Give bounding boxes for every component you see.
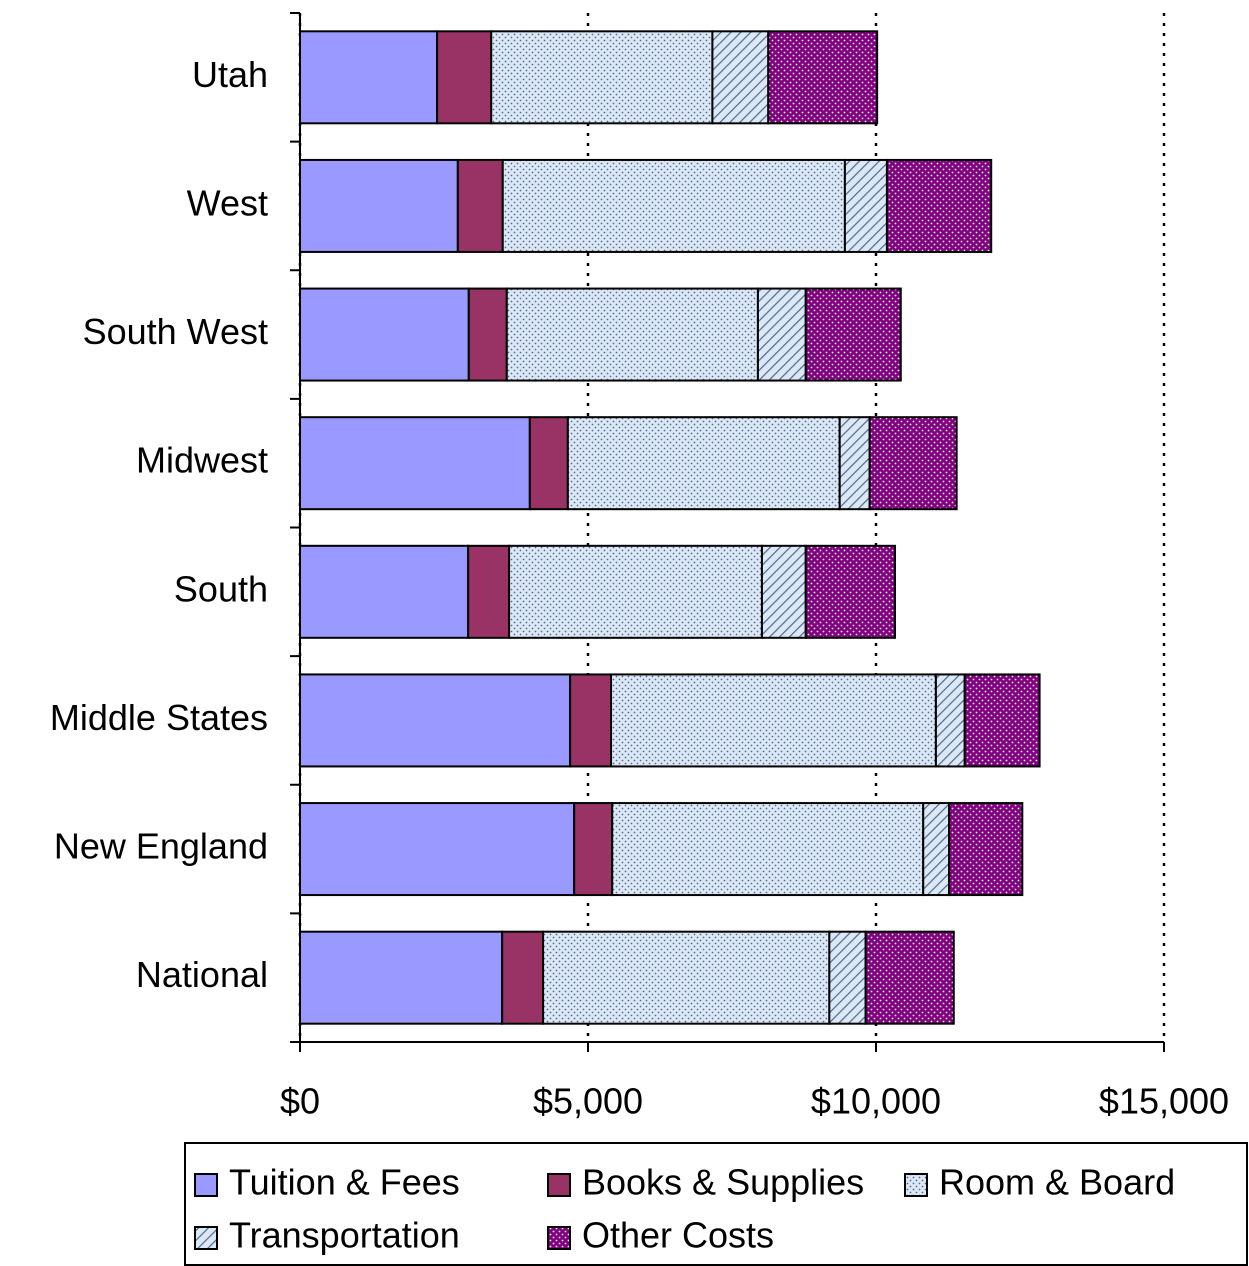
bar-segment: [804, 287, 902, 382]
y-tick-label: National: [136, 954, 268, 995]
bar-segment: [804, 544, 897, 639]
bar-segment: [299, 158, 459, 253]
bar-segment: [864, 930, 955, 1025]
y-tick-label: West: [187, 182, 268, 223]
bar-segment: [756, 287, 807, 382]
legend-label: Tuition & Fees: [229, 1162, 460, 1203]
legend-label: Other Costs: [582, 1215, 774, 1256]
bar-segment: [456, 158, 504, 253]
y-tick-label: New England: [54, 826, 268, 867]
bar-segment: [838, 416, 871, 511]
legend-swatch: [547, 1226, 571, 1250]
bar-segment: [828, 930, 867, 1025]
legend-box: [184, 1142, 1248, 1266]
y-tick-label: Utah: [192, 54, 268, 95]
bar-segment: [299, 30, 439, 125]
bar-segment: [566, 416, 841, 511]
legend-label: Transportation: [229, 1215, 460, 1256]
bar-segment: [436, 30, 493, 125]
bar-segment: [505, 287, 759, 382]
x-tick-label: $10,000: [811, 1081, 941, 1122]
bar-segment: [299, 287, 470, 382]
y-tick-label: Midwest: [136, 440, 268, 481]
legend-swatch: [194, 1173, 218, 1197]
bar-segment: [610, 673, 937, 768]
bar-segment: [501, 158, 846, 253]
bar-segment: [573, 802, 614, 897]
legend-swatch: [904, 1173, 928, 1197]
bar-segment: [885, 158, 993, 253]
bar-segment: [542, 930, 831, 1025]
x-tick-label: $15,000: [1099, 1081, 1229, 1122]
bar-segment: [963, 673, 1041, 768]
bar-segment: [467, 287, 508, 382]
y-tick-label: South West: [83, 311, 268, 352]
bar-segment: [760, 544, 807, 639]
bar-segment: [868, 416, 958, 511]
bar-segment: [948, 802, 1024, 897]
bar-segment: [299, 416, 531, 511]
bar-segment: [467, 544, 511, 639]
bar-segment: [501, 930, 545, 1025]
bar-segment: [528, 416, 569, 511]
y-tick-label: South: [174, 568, 268, 609]
bar-segment: [508, 544, 763, 639]
bar-segment: [922, 802, 951, 897]
bar-segment: [934, 673, 966, 768]
bar-segment: [843, 158, 888, 253]
bar-segment: [569, 673, 613, 768]
x-tick-label: $5,000: [533, 1081, 643, 1122]
legend-label: Books & Supplies: [582, 1162, 864, 1203]
legend-label: Room & Board: [939, 1162, 1175, 1203]
legend-swatch: [194, 1226, 218, 1250]
bar-segment: [490, 30, 714, 125]
bar-segment: [711, 30, 770, 125]
bar-segment: [299, 673, 572, 768]
bar-segment: [299, 802, 576, 897]
bar-segment: [767, 30, 879, 125]
legend-swatch: [547, 1173, 571, 1197]
y-tick-label: Middle States: [50, 697, 268, 738]
bar-segment: [611, 802, 925, 897]
bar-segment: [299, 930, 504, 1025]
bar-segment: [299, 544, 470, 639]
x-tick-label: $0: [280, 1081, 320, 1122]
